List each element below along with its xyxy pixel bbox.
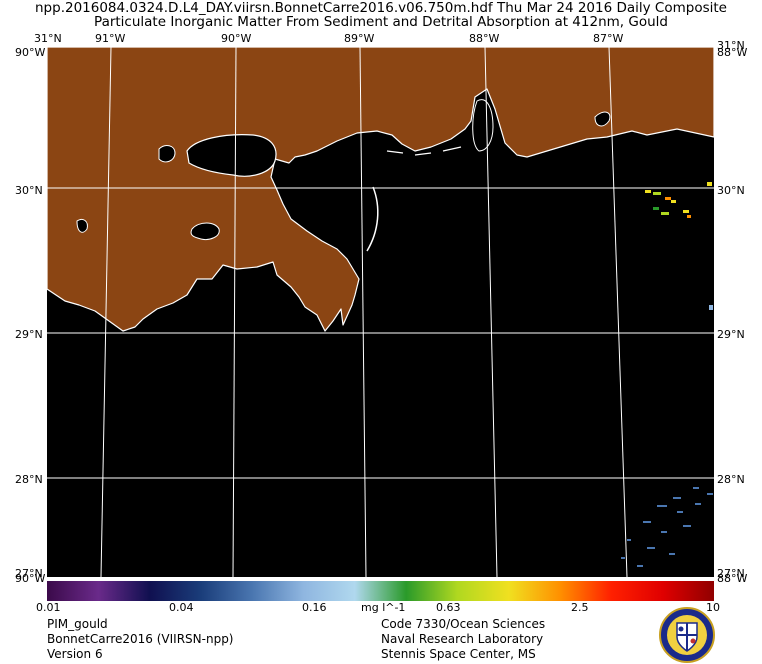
lon-label-90w: 90°W xyxy=(221,32,252,45)
corner-lat-label-top-left: 31°N xyxy=(34,32,62,45)
corner-lon-label-top-right: 88°W xyxy=(717,46,748,59)
corner-lon-label-bottom-right: 88°W xyxy=(717,572,748,585)
lat-label-left-30n: 30°N xyxy=(15,184,43,197)
footer-product: PIM_gould xyxy=(47,617,108,631)
corner-lat-label-bottom-left: 27°N xyxy=(15,567,43,580)
lake-pontchartrain xyxy=(186,134,277,177)
map-canvas xyxy=(47,47,714,577)
footer-version: Version 6 xyxy=(47,647,103,661)
colorbar-tick-1: 0.04 xyxy=(169,601,194,614)
lat-label-right-28n: 28°N xyxy=(717,473,745,486)
colorbar xyxy=(47,581,714,601)
map-title: npp.2016084.0324.D.L4_DAY.viirsn.BonnetC… xyxy=(35,0,727,16)
lon-label-88w: 88°W xyxy=(469,32,500,45)
colorbar-tick-0: 0.01 xyxy=(36,601,61,614)
colorbar-tick-3: 0.63 xyxy=(436,601,461,614)
footer-location: Stennis Space Center, MS xyxy=(381,647,536,661)
corner-lat-label-top-right: 31°N xyxy=(717,39,745,52)
pensacola-bay xyxy=(594,111,611,127)
nrl-seal-icon xyxy=(659,607,715,663)
lake-salvador xyxy=(190,222,220,240)
land-mass xyxy=(47,47,714,332)
lake-small-west xyxy=(76,218,88,233)
barrier-islands xyxy=(386,146,462,156)
colorbar-tick-4: 2.5 xyxy=(571,601,589,614)
lat-label-right-29n: 29°N xyxy=(717,328,745,341)
lon-label-89w: 89°W xyxy=(344,32,375,45)
satellite-map xyxy=(47,47,714,577)
colorbar-unit: mg l^-1 xyxy=(361,601,406,614)
colorbar-tick-5: 10 xyxy=(706,601,720,614)
corner-lon-label-bottom-left: 90°W xyxy=(15,572,46,585)
map-subtitle: Particulate Inorganic Matter From Sedime… xyxy=(94,14,668,30)
corner-lat-label-bottom-right: 27°N xyxy=(717,567,745,580)
data-pixels-southeast xyxy=(621,487,713,567)
lat-label-left-28n: 28°N xyxy=(15,473,43,486)
graticule xyxy=(47,47,714,577)
data-pixels-east xyxy=(645,182,713,310)
chandeleur-islands xyxy=(366,186,379,252)
lake-maurepas xyxy=(158,145,176,163)
lat-label-left-29n: 29°N xyxy=(15,328,43,341)
lon-label-87w: 87°W xyxy=(593,32,624,45)
corner-lon-label-top-left: 90°W xyxy=(15,46,46,59)
footer-dataset: BonnetCarre2016 (VIIRSN-npp) xyxy=(47,632,234,646)
colorbar-tick-2: 0.16 xyxy=(302,601,327,614)
mobile-bay xyxy=(472,99,494,152)
footer-code: Code 7330/Ocean Sciences xyxy=(381,617,546,631)
footer-lab: Naval Research Laboratory xyxy=(381,632,544,646)
colorbar-gradient xyxy=(47,581,714,601)
lat-label-right-30n: 30°N xyxy=(717,184,745,197)
lon-label-91w: 91°W xyxy=(95,32,126,45)
